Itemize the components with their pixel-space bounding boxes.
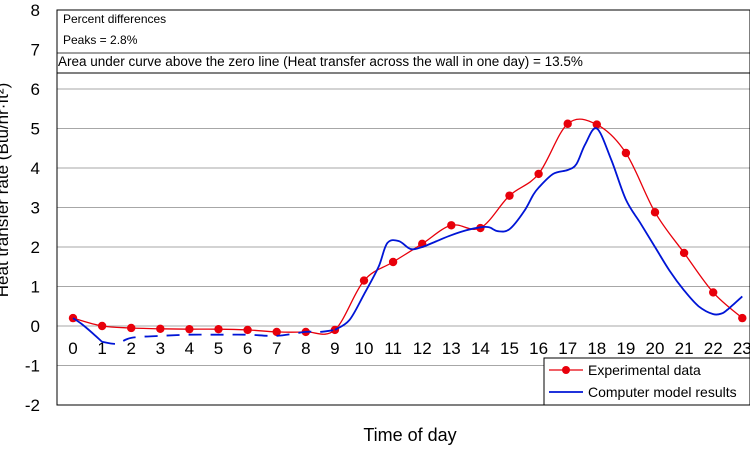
experimental-data-point — [738, 313, 747, 323]
model-results-line-dashed — [101, 329, 336, 345]
legend-label-experimental: Experimental data — [588, 362, 701, 378]
experimental-data-point — [388, 257, 398, 267]
annotation-box — [56, 9, 750, 74]
legend: Experimental data Computer model results — [549, 362, 737, 400]
x-tick-label: 17 — [558, 339, 577, 358]
experimental-data-point — [679, 248, 689, 258]
x-tick-label: 22 — [704, 339, 723, 358]
model-results-line — [72, 317, 103, 343]
annotation-peaks: Peaks = 2.8% — [63, 33, 138, 47]
x-tick-label: 0 — [68, 339, 77, 358]
x-tick-label: 7 — [272, 339, 281, 358]
x-axis-ticks: 0 1 2 3 4 5 6 7 8 9 10 11 12 13 14 15 16 17 18 19 20 21 22 23 — [68, 339, 750, 358]
x-tick-label: 5 — [214, 339, 223, 358]
experimental-data-point — [563, 119, 572, 128]
y-tick-label: 4 — [31, 159, 40, 178]
x-tick-label: 20 — [646, 339, 665, 358]
y-tick-label: 1 — [31, 278, 40, 297]
y-axis-label: Heat transfer rate (Btu/hr·ft²) — [0, 83, 12, 297]
experimental-data-point — [272, 327, 281, 337]
experimental-data-point — [534, 169, 543, 179]
x-axis-label: Time of day — [363, 425, 456, 445]
annotation-area-under-curve: Area under curve above the zero line (He… — [58, 54, 583, 69]
x-tick-label: 23 — [733, 339, 750, 358]
y-tick-label: -2 — [25, 396, 40, 415]
experimental-data-point — [709, 288, 718, 297]
x-tick-label: 1 — [97, 339, 106, 358]
y-tick-label: 0 — [31, 317, 40, 336]
x-tick-label: 12 — [413, 339, 432, 358]
x-tick-label: 3 — [156, 339, 165, 358]
legend-label-model: Computer model results — [588, 384, 737, 400]
experimental-data-point — [359, 276, 369, 285]
experimental-data-point — [127, 323, 136, 333]
experimental-data-point — [650, 208, 660, 217]
gridlines — [57, 49, 750, 366]
x-tick-label: 14 — [471, 339, 490, 358]
y-tick-label: 5 — [31, 120, 40, 139]
y-tick-label: -1 — [25, 357, 40, 376]
experimental-data-point — [185, 324, 194, 334]
experimental-data-point — [97, 321, 107, 331]
x-tick-label: 21 — [675, 339, 694, 358]
x-tick-label: 2 — [126, 339, 135, 358]
y-tick-label: 2 — [31, 238, 40, 257]
y-tick-label: 6 — [31, 80, 40, 99]
series-layer — [68, 118, 747, 345]
y-tick-label: 3 — [31, 199, 40, 218]
y-tick-label: 8 — [31, 1, 40, 20]
annotation-percent-differences: Percent differences — [63, 12, 166, 26]
y-axis-ticks: -2 -1 0 1 2 3 4 5 6 7 8 — [25, 1, 40, 415]
x-tick-label: 19 — [616, 339, 635, 358]
experimental-data-point — [447, 221, 456, 230]
experimental-data-point — [592, 120, 601, 129]
legend-box — [543, 357, 750, 406]
x-tick-label: 13 — [442, 339, 461, 358]
x-tick-label: 15 — [500, 339, 519, 358]
experimental-data-point — [156, 324, 165, 333]
x-tick-label: 8 — [301, 339, 310, 358]
y-tick-label: 7 — [31, 41, 40, 60]
experimental-data-point — [243, 325, 252, 335]
experimental-data-point — [621, 148, 631, 158]
x-tick-label: 11 — [384, 339, 402, 358]
experimental-data-point — [214, 324, 223, 334]
x-tick-label: 6 — [243, 339, 252, 358]
x-tick-label: 9 — [330, 339, 339, 358]
x-tick-label: 10 — [355, 339, 374, 358]
legend-marker-experimental — [562, 366, 570, 374]
x-tick-label: 16 — [529, 339, 548, 358]
x-tick-label: 18 — [587, 339, 606, 358]
experimental-data-point — [505, 191, 514, 200]
x-tick-label: 4 — [185, 339, 194, 358]
model-results-line — [334, 127, 743, 331]
